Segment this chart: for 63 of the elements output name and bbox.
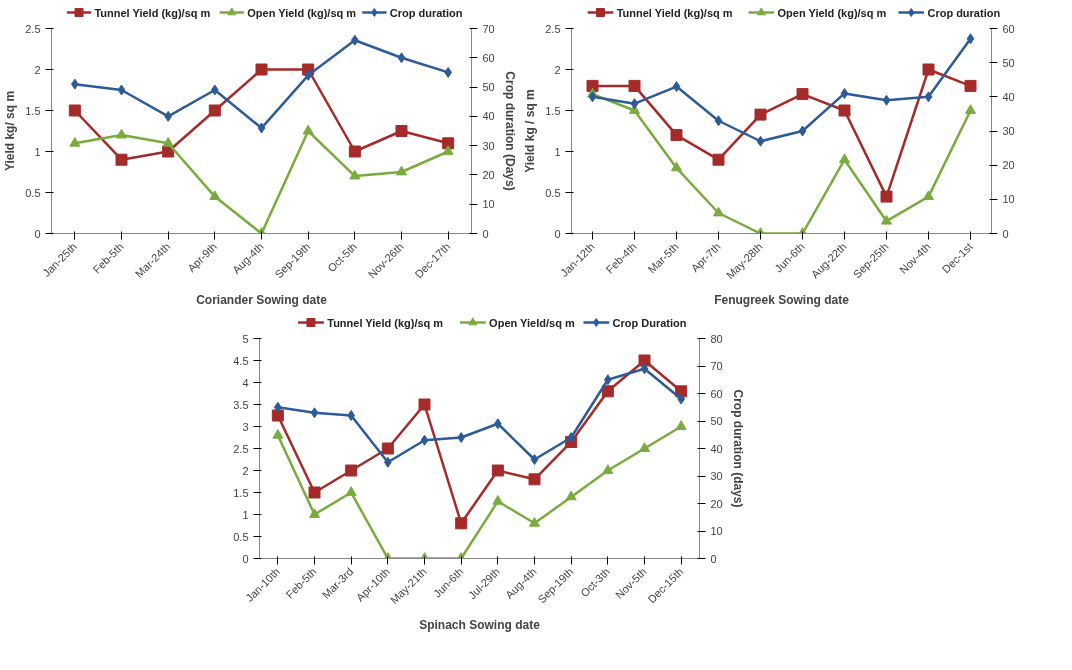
legend-label: Crop Duration <box>612 316 687 329</box>
y-tick-label: 0.5 <box>233 530 249 543</box>
y-tick-label: 4.5 <box>233 354 249 367</box>
y2-tick-label: 60 <box>482 51 495 64</box>
y2-tick-label: 30 <box>710 470 723 482</box>
y2-tick-label: 60 <box>1002 22 1015 35</box>
y2-axis-title: Crop duration (days) <box>730 389 745 508</box>
y-tick-label: 1 <box>242 508 249 521</box>
y-tick-label: 4 <box>242 376 249 389</box>
x-axis-title: Coriander Sowing date <box>196 292 328 307</box>
y2-tick-label: 80 <box>710 332 723 345</box>
y-tick-label: 1.5 <box>25 104 41 117</box>
y-tick-label: 3.5 <box>233 398 249 411</box>
x-axis-title: Spinach Sowing date <box>419 618 541 633</box>
y-axis-title: Yield kg / sq m <box>523 89 538 173</box>
y-tick-label: 1.5 <box>545 104 561 117</box>
y-tick-label: 2 <box>34 63 41 76</box>
legend-label: Crop duration <box>389 6 463 19</box>
x-axis-title: Fenugreek Sowing date <box>714 293 850 308</box>
y2-tick-label: 0 <box>710 552 717 565</box>
y2-tick-label: 70 <box>482 22 495 35</box>
y2-tick-label: 50 <box>1002 56 1015 69</box>
y-tick-label: 0.5 <box>25 186 41 199</box>
y-tick-label: 1.5 <box>233 486 249 499</box>
y2-axis-title: Crop duration (Days) <box>502 71 517 191</box>
y-tick-label: 2.5 <box>25 22 41 35</box>
legend-label: Tunnel Yield (kg)/sq m <box>327 316 444 329</box>
y2-tick-label: 70 <box>710 360 723 372</box>
y2-tick-label: 40 <box>1002 90 1015 103</box>
y2-tick-label: 40 <box>710 442 723 455</box>
y-tick-label: 2 <box>242 464 249 477</box>
legend-label: Open Yield/sq m <box>489 316 575 329</box>
y2-tick-label: 10 <box>482 198 495 211</box>
y2-tick-label: 40 <box>482 110 495 123</box>
legend-label: Tunnel Yield (kg)/sq m <box>94 6 211 19</box>
y-tick-label: 1 <box>34 145 41 158</box>
y2-tick-label: 10 <box>1002 193 1015 206</box>
legend-label: Open Yield (kg)/sq m <box>247 6 357 19</box>
y-tick-label: 1 <box>554 145 561 158</box>
y-tick-label: 0 <box>554 227 561 240</box>
y2-tick-label: 50 <box>710 415 723 427</box>
y-tick-label: 2.5 <box>545 22 561 35</box>
y-tick-label: 2 <box>554 63 561 76</box>
y-tick-label: 0.5 <box>545 186 561 199</box>
y-tick-label: 0 <box>34 227 41 240</box>
y2-tick-label: 0 <box>1002 227 1009 240</box>
y2-tick-label: 20 <box>482 168 495 181</box>
y2-tick-label: 20 <box>710 497 723 510</box>
y2-tick-label: 30 <box>1002 125 1015 137</box>
y-tick-label: 2.5 <box>233 442 249 455</box>
y2-tick-label: 50 <box>482 81 495 94</box>
y2-tick-label: 10 <box>710 525 723 537</box>
y2-tick-label: 30 <box>482 139 495 152</box>
y2-tick-label: 0 <box>482 227 489 240</box>
y-axis-title: Yield kg/ sq m <box>3 90 18 172</box>
y-tick-label: 3 <box>242 420 249 433</box>
legend-label: Open Yield (kg)/sq m <box>777 6 887 19</box>
y-tick-label: 0 <box>242 552 249 565</box>
legend-label: Crop duration <box>927 6 1001 19</box>
y-tick-label: 5 <box>242 332 249 345</box>
y2-tick-label: 60 <box>710 387 723 400</box>
y2-tick-label: 20 <box>1002 159 1015 172</box>
legend-label: Tunnel Yield (kg)/sq m <box>616 6 733 19</box>
